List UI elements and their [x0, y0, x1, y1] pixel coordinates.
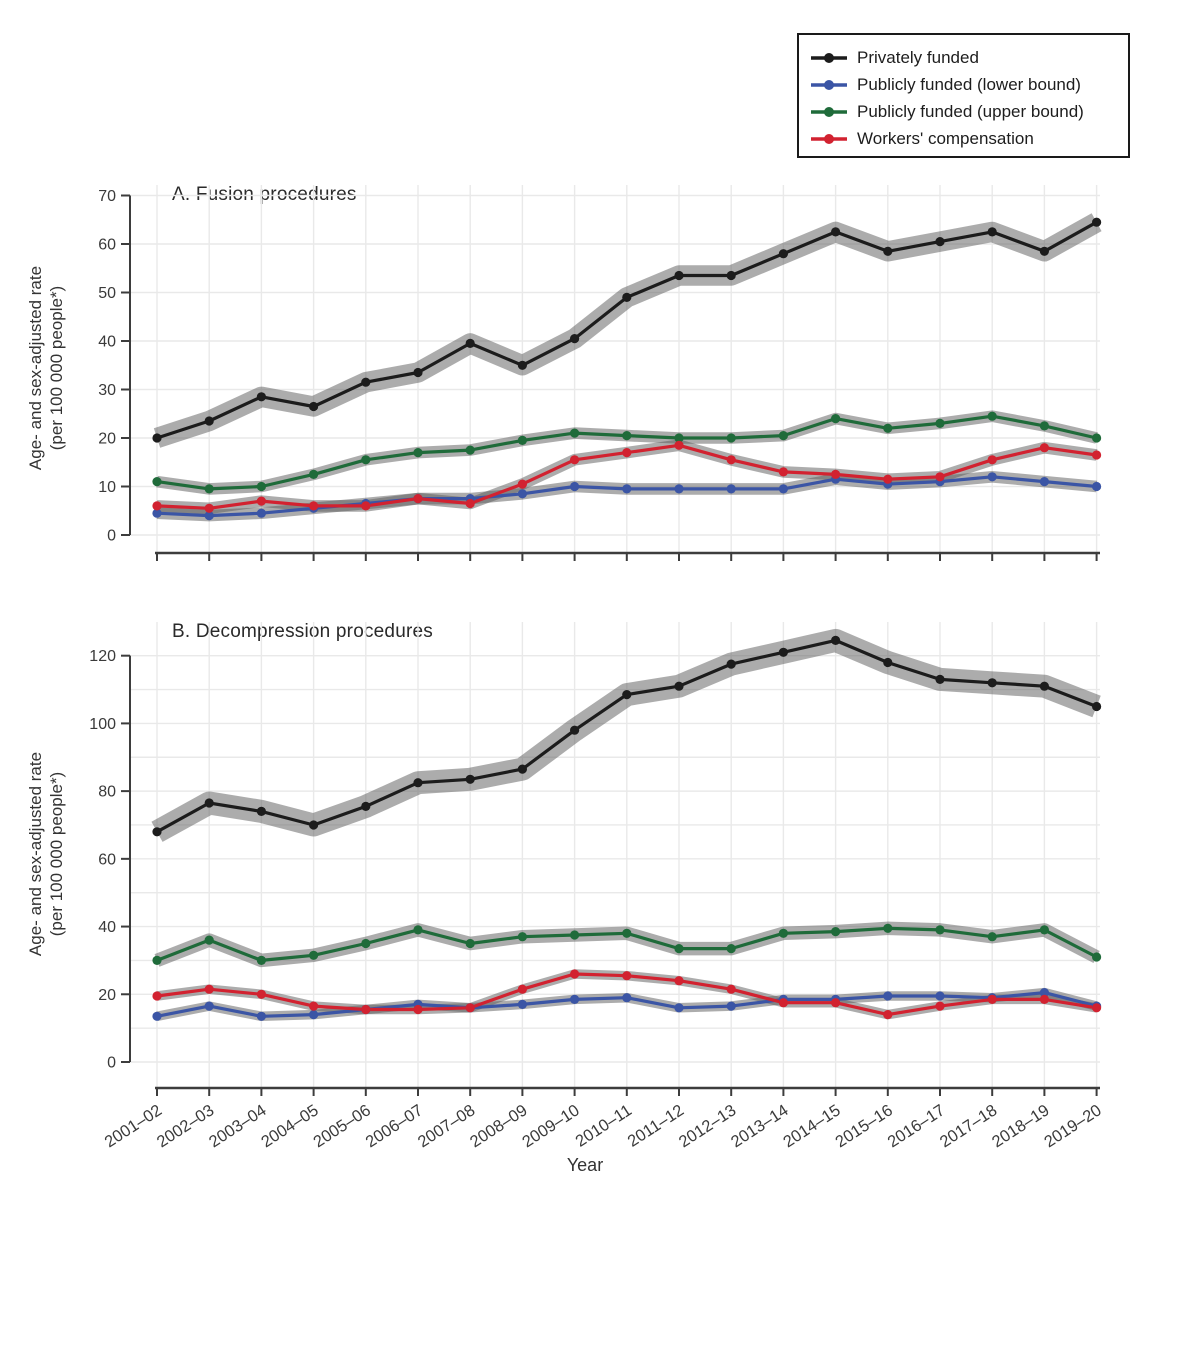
x-tick-label: 2010–11 [572, 1101, 635, 1150]
y-axis-title-line1: Age- and sex-adjusted rate [26, 751, 45, 957]
series-points-publicly-funded-upper [152, 923, 1102, 965]
x-axis-title: Year [566, 1155, 604, 1175]
x-tick-label: 2016–17 [884, 1101, 948, 1151]
x-tick-label: 2001–02 [101, 1101, 165, 1151]
series-points-workers-compensation [152, 440, 1102, 513]
x-tick-label: 2008–09 [467, 1101, 531, 1151]
y-tick-label: 80 [98, 784, 116, 801]
y-tick-label: 40 [98, 919, 116, 936]
x-tick-label: 2011–12 [625, 1101, 688, 1150]
x-tick-label: 2013–14 [728, 1101, 792, 1151]
legend-marker-workers-compensation [811, 133, 847, 144]
y-tick-label: 40 [98, 334, 116, 351]
legend-item-publicly-funded-lower: Publicly funded (lower bound) [811, 71, 1128, 98]
legend-item-label: Publicly funded (lower bound) [857, 74, 1081, 94]
x-tick-label: 2014–15 [780, 1101, 844, 1151]
x-tick-label: 2009–10 [519, 1101, 583, 1151]
legend-marker-publicly-funded-upper [811, 106, 847, 117]
y-tick-label: 20 [98, 987, 116, 1004]
y-tick-label: 0 [107, 528, 116, 545]
panel-b-chart: 0 20 40 60 80 100 120 2001–022002–032003–042004… [89, 622, 1105, 1151]
y-tick-label: 10 [98, 479, 116, 496]
y-tick-label: 60 [98, 851, 116, 868]
y-tick-label: 120 [89, 648, 116, 665]
y-axis-title-line1: Age- and sex-adjusted rate [26, 265, 45, 471]
x-tick-label: 2012–13 [676, 1101, 740, 1151]
y-tick-label: 20 [98, 431, 116, 448]
legend-item-label: Publicly funded (upper bound) [857, 101, 1084, 121]
panel-b-title: B. Decompression procedures [172, 621, 433, 642]
legend-marker-publicly-funded-lower [811, 79, 847, 90]
series-points-privately-funded [152, 635, 1102, 837]
y-tick-label: 100 [89, 716, 116, 733]
x-tick-label: 2003–04 [206, 1101, 270, 1151]
y-tick-label: 50 [98, 285, 116, 302]
panel-a-chart: 0 10 20 30 40 50 60 70 [98, 185, 1102, 561]
legend-item-workers-compensation: Workers' compensation [811, 125, 1128, 152]
x-tick-label: 2007–08 [415, 1101, 479, 1151]
x-tick-label: 2006–07 [362, 1101, 426, 1151]
y-tick-label: 30 [98, 382, 116, 399]
x-tick-label: 2019–20 [1041, 1101, 1105, 1151]
x-tick-label: 2018–19 [989, 1101, 1053, 1151]
series-points-privately-funded [152, 217, 1102, 443]
legend-item-label: Privately funded [857, 47, 979, 67]
legend-item-privately-funded: Privately funded [811, 44, 1128, 71]
x-tick-label: 2002–03 [154, 1101, 218, 1151]
legend-item-publicly-funded-upper: Publicly funded (upper bound) [811, 98, 1128, 125]
legend-item-label: Workers' compensation [857, 128, 1034, 148]
panel-a-title: A. Fusion procedures [172, 184, 357, 205]
legend-marker-privately-funded [811, 52, 847, 63]
series-points-workers-compensation [152, 969, 1102, 1020]
y-tick-label: 60 [98, 237, 116, 254]
y-tick-label: 0 [107, 1055, 116, 1072]
x-tick-label: 2004–05 [258, 1101, 322, 1151]
series-points-publicly-funded-upper [152, 411, 1102, 494]
x-tick-label: 2017–18 [937, 1101, 1001, 1151]
x-tick-label: 2005–06 [310, 1101, 374, 1151]
x-tick-label: 2015–16 [832, 1101, 896, 1151]
legend: Privately funded Publicly funded (lower b… [797, 33, 1130, 158]
axes: 0 10 20 30 40 50 60 70 [98, 188, 1100, 561]
y-tick-label: 70 [98, 188, 116, 205]
